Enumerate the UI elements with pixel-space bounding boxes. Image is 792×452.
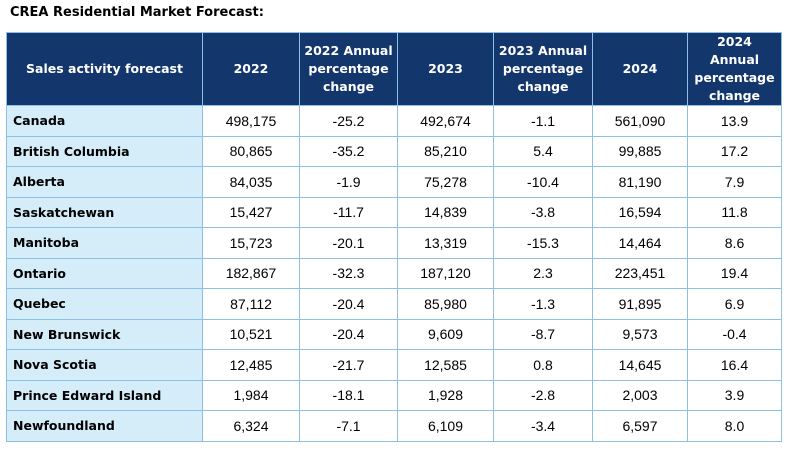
sales-2022-cell: 15,723 xyxy=(202,227,300,259)
sales-2023-cell: 13,319 xyxy=(397,227,494,259)
region-cell: Ontario xyxy=(6,257,203,289)
change-2023-cell: 5.4 xyxy=(493,135,593,167)
change-2023-cell: -8.7 xyxy=(493,318,593,350)
change-2022-cell: -20.4 xyxy=(299,318,398,350)
sales-2022-cell: 87,112 xyxy=(202,288,300,320)
change-2022-cell: -1.9 xyxy=(299,166,398,198)
change-2024-cell: 8.0 xyxy=(687,410,782,442)
change-2022-cell: -18.1 xyxy=(299,379,398,411)
table-row: Saskatchewan 15,427 -11.7 14,839 -3.8 16,594 1… xyxy=(6,196,782,228)
sales-2022-cell: 84,035 xyxy=(202,166,300,198)
region-cell: Canada xyxy=(6,105,203,137)
region-cell: Nova Scotia xyxy=(6,349,203,381)
change-2023-cell: -10.4 xyxy=(493,166,593,198)
change-2022-cell: -7.1 xyxy=(299,410,398,442)
table-row: Manitoba 15,723 -20.1 13,319 -15.3 14,464 8.6 xyxy=(6,227,782,259)
sales-2024-cell: 81,190 xyxy=(592,166,688,198)
change-2022-cell: -35.2 xyxy=(299,135,398,167)
change-2024-cell: -0.4 xyxy=(687,318,782,350)
change-2024-cell: 3.9 xyxy=(687,379,782,411)
change-2022-cell: -25.2 xyxy=(299,105,398,137)
change-2022-cell: -20.4 xyxy=(299,288,398,320)
sales-2022-cell: 10,521 xyxy=(202,318,300,350)
change-2023-cell: -2.8 xyxy=(493,379,593,411)
change-2024-cell: 16.4 xyxy=(687,349,782,381)
sales-2023-cell: 6,109 xyxy=(397,410,494,442)
region-cell: Quebec xyxy=(6,288,203,320)
change-2024-cell: 8.6 xyxy=(687,227,782,259)
change-2022-cell: -21.7 xyxy=(299,349,398,381)
sales-2022-cell: 1,984 xyxy=(202,379,300,411)
sales-2024-cell: 2,003 xyxy=(592,379,688,411)
table-row: Nova Scotia 12,485 -21.7 12,585 0.8 14,645 16.… xyxy=(6,349,782,381)
change-2024-cell: 13.9 xyxy=(687,105,782,137)
change-2024-cell: 17.2 xyxy=(687,135,782,167)
region-cell: New Brunswick xyxy=(6,318,203,350)
table-row: Newfoundland 6,324 -7.1 6,109 -3.4 6,597 8.0 xyxy=(6,410,782,442)
table-row: Canada 498,175 -25.2 492,674 -1.1 561,090 13.9 xyxy=(6,105,782,137)
sales-2024-cell: 99,885 xyxy=(592,135,688,167)
change-2023-cell: 2.3 xyxy=(493,257,593,289)
sales-2024-cell: 16,594 xyxy=(592,196,688,228)
sales-2022-cell: 12,485 xyxy=(202,349,300,381)
sales-2024-cell: 223,451 xyxy=(592,257,688,289)
table-row: Alberta 84,035 -1.9 75,278 -10.4 81,190 7.9 xyxy=(6,166,782,198)
change-2023-cell: -1.1 xyxy=(493,105,593,137)
sales-2023-cell: 14,839 xyxy=(397,196,494,228)
sales-2022-cell: 182,867 xyxy=(202,257,300,289)
table-row: British Columbia 80,865 -35.2 85,210 5.4 99,8… xyxy=(6,135,782,167)
change-2024-cell: 19.4 xyxy=(687,257,782,289)
change-2023-cell: -3.8 xyxy=(493,196,593,228)
change-2024-cell: 7.9 xyxy=(687,166,782,198)
region-cell: Manitoba xyxy=(6,227,203,259)
table-body: Canada 498,175 -25.2 492,674 -1.1 561,090 13.9… xyxy=(6,105,782,442)
sales-2023-cell: 12,585 xyxy=(397,349,494,381)
change-2023-cell: -15.3 xyxy=(493,227,593,259)
table-row: Quebec 87,112 -20.4 85,980 -1.3 91,895 6.9 xyxy=(6,288,782,320)
table-row: Ontario 182,867 -32.3 187,120 2.3 223,451 19.4 xyxy=(6,257,782,289)
sales-2023-cell: 85,210 xyxy=(397,135,494,167)
header-2024: 2024 xyxy=(592,32,688,106)
header-2023: 2023 xyxy=(397,32,494,106)
sales-2024-cell: 14,464 xyxy=(592,227,688,259)
sales-2023-cell: 187,120 xyxy=(397,257,494,289)
change-2022-cell: -32.3 xyxy=(299,257,398,289)
sales-2022-cell: 80,865 xyxy=(202,135,300,167)
table-row: New Brunswick 10,521 -20.4 9,609 -8.7 9,573 -0… xyxy=(6,318,782,350)
header-2023-change: 2023 Annual percentage change xyxy=(493,32,593,106)
sales-2022-cell: 15,427 xyxy=(202,196,300,228)
sales-2024-cell: 561,090 xyxy=(592,105,688,137)
header-sales-activity: Sales activity forecast xyxy=(6,32,203,106)
sales-2024-cell: 6,597 xyxy=(592,410,688,442)
change-2022-cell: -20.1 xyxy=(299,227,398,259)
change-2024-cell: 11.8 xyxy=(687,196,782,228)
page-title: CREA Residential Market Forecast: xyxy=(10,5,264,20)
sales-2024-cell: 14,645 xyxy=(592,349,688,381)
table-header-row: Sales activity forecast 2022 2022 Annual… xyxy=(6,32,782,106)
sales-2023-cell: 1,928 xyxy=(397,379,494,411)
sales-2024-cell: 91,895 xyxy=(592,288,688,320)
header-2022: 2022 xyxy=(202,32,300,106)
sales-2023-cell: 75,278 xyxy=(397,166,494,198)
forecast-table: Sales activity forecast 2022 2022 Annual… xyxy=(6,32,782,442)
region-cell: British Columbia xyxy=(6,135,203,167)
header-2024-change: 2024 Annual percentage change xyxy=(687,32,782,106)
sales-2022-cell: 498,175 xyxy=(202,105,300,137)
change-2023-cell: 0.8 xyxy=(493,349,593,381)
sales-2022-cell: 6,324 xyxy=(202,410,300,442)
change-2022-cell: -11.7 xyxy=(299,196,398,228)
sales-2023-cell: 9,609 xyxy=(397,318,494,350)
region-cell: Newfoundland xyxy=(6,410,203,442)
region-cell: Alberta xyxy=(6,166,203,198)
region-cell: Prince Edward Island xyxy=(6,379,203,411)
sales-2023-cell: 85,980 xyxy=(397,288,494,320)
sales-2024-cell: 9,573 xyxy=(592,318,688,350)
change-2023-cell: -3.4 xyxy=(493,410,593,442)
region-cell: Saskatchewan xyxy=(6,196,203,228)
sales-2023-cell: 492,674 xyxy=(397,105,494,137)
change-2023-cell: -1.3 xyxy=(493,288,593,320)
header-2022-change: 2022 Annual percentage change xyxy=(299,32,398,106)
table-row: Prince Edward Island 1,984 -18.1 1,928 -2.8 2… xyxy=(6,379,782,411)
change-2024-cell: 6.9 xyxy=(687,288,782,320)
